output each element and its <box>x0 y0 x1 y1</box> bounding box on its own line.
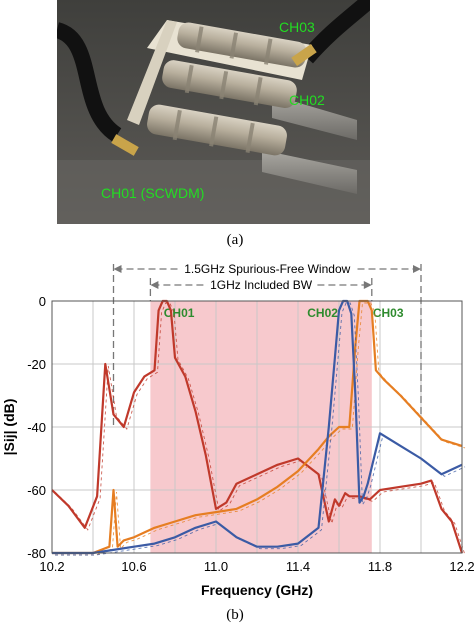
resonator-ch03 <box>177 22 307 68</box>
filter-photo: CH03 CH02 CH01 (SCWDM) <box>57 0 370 224</box>
resonator-ch02 <box>162 60 297 109</box>
included-band-arrow-arrow-left <box>150 281 159 289</box>
photo-label-ch02: CH02 <box>289 92 325 108</box>
included-band-label: 1GHz Included BW <box>210 278 313 292</box>
caption-a: (a) <box>226 232 244 248</box>
x-tick-label: 11.4 <box>286 559 310 574</box>
photo-label-ch01: CH01 (SCWDM) <box>101 185 204 201</box>
y-tick-label: 0 <box>39 294 46 309</box>
series-dashed-1 <box>54 302 466 556</box>
spurious-window-label: 1.5GHz Spurious-Free Window <box>184 262 350 276</box>
tuning-bar-2 <box>262 150 357 194</box>
channel-label-ch03: CH03 <box>373 306 404 320</box>
label-backing <box>181 262 354 276</box>
x-tick-label: 11.0 <box>204 559 228 574</box>
included-band-arrow-arrow-right <box>363 281 372 289</box>
sparameter-chart: 1.5GHz Spurious-Free Window 1GHz Included… <box>1 262 474 598</box>
x-tick-label: 12.2 <box>449 559 474 574</box>
x-axis-label: Frequency (GHz) <box>201 582 313 598</box>
cable-left <box>57 22 122 142</box>
series-line-2 <box>52 299 463 555</box>
spurious-window-arrow-arrow-left <box>113 265 122 273</box>
photo-label-ch03: CH03 <box>279 19 315 35</box>
channel-label-ch02: CH02 <box>307 306 338 320</box>
spurious-window-arrow-arrow-right <box>413 265 421 273</box>
series-dashed-3 <box>55 302 466 556</box>
x-tick-label: 10.2 <box>39 559 64 574</box>
tuning-bar-1 <box>272 95 357 140</box>
channel-label-ch01: CH01 <box>164 306 195 320</box>
y-axis-label: |Sij| (dB) <box>1 399 17 456</box>
y-tick-label: -60 <box>27 483 46 498</box>
plot-frame <box>51 300 463 554</box>
x-tick-label: 10.6 <box>121 559 146 574</box>
y-tick-label: -80 <box>27 546 46 561</box>
series-line-1 <box>51 299 464 554</box>
y-tick-label: -20 <box>27 357 46 372</box>
y-tick-label: -40 <box>27 420 46 435</box>
x-tick-label: 11.8 <box>368 559 392 574</box>
label-backing <box>207 278 316 292</box>
series-line-3 <box>52 299 463 555</box>
caption-b: (b) <box>226 607 244 623</box>
resonator-ch01 <box>147 104 287 156</box>
